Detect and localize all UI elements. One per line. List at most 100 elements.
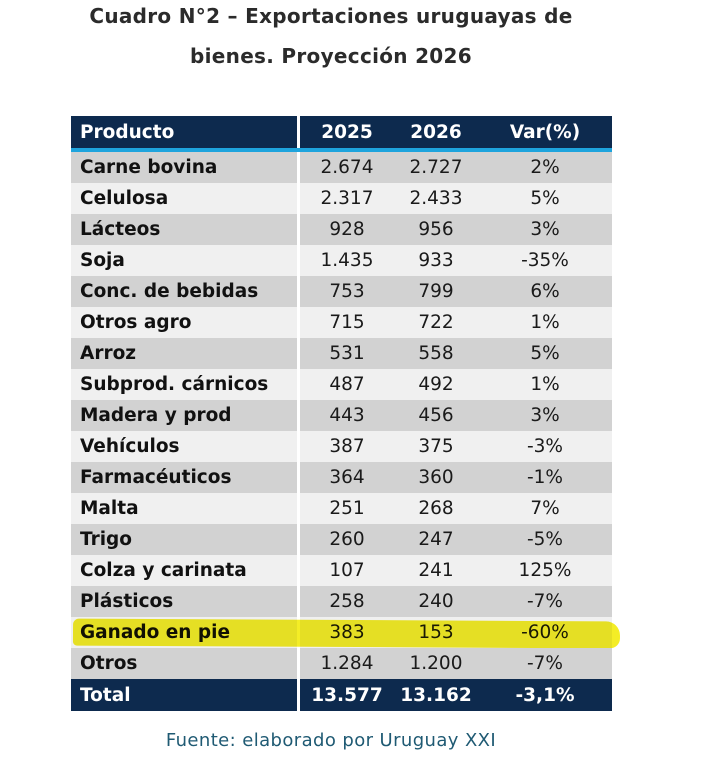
value-2026-cell: 722 — [418, 312, 454, 333]
product-cell: Colza y carinata — [71, 555, 300, 586]
value-2025-cell: 2.317 — [320, 188, 374, 209]
table-row: Celulosa 2.317 2.433 5% — [71, 183, 612, 214]
table-row: Subprod. cárnicos 487 492 1% — [71, 369, 612, 400]
value-2026-cell: 558 — [418, 343, 454, 364]
variation-cell: -5% — [526, 529, 564, 550]
value-2026-cell: 799 — [418, 281, 454, 302]
variation-cell: -7% — [526, 591, 564, 612]
product-cell: Farmacéuticos — [71, 462, 300, 493]
table-row: Carne bovina 2.674 2.727 2% — [71, 152, 612, 183]
value-2026-cell: 247 — [418, 529, 454, 550]
value-2026-cell: 492 — [418, 374, 454, 395]
product-cell: Ganado en pie — [71, 617, 300, 648]
header-2026: 2026 — [410, 121, 462, 143]
value-2025-cell: 251 — [329, 498, 365, 519]
variation-cell: 6% — [530, 281, 560, 302]
header-2025: 2025 — [321, 121, 373, 143]
product-cell: Madera y prod — [71, 400, 300, 431]
value-2025-cell: 260 — [329, 529, 365, 550]
value-2025-cell: 383 — [329, 622, 365, 643]
table-row: Madera y prod 443 456 3% — [71, 400, 612, 431]
value-2025-cell: 2.674 — [320, 157, 374, 178]
product-cell: Vehículos — [71, 431, 300, 462]
product-cell: Malta — [71, 493, 300, 524]
variation-cell: 3% — [530, 219, 560, 240]
table-title-line-1: Cuadro N°2 – Exportaciones uruguayas de — [89, 4, 573, 28]
value-2026-cell: 456 — [418, 405, 454, 426]
value-2026-cell: 933 — [418, 250, 454, 271]
variation-cell: -35% — [521, 250, 569, 271]
table-row: Lácteos 928 956 3% — [71, 214, 612, 245]
total-row: Total 13.577 13.162 -3,1% — [71, 679, 612, 711]
value-2026-cell: 1.200 — [409, 653, 463, 674]
variation-cell: -7% — [526, 653, 564, 674]
total-label: Total — [71, 679, 300, 711]
product-cell: Arroz — [71, 338, 300, 369]
value-2025-cell: 753 — [329, 281, 365, 302]
value-2025-cell: 387 — [329, 436, 365, 457]
variation-cell: 125% — [518, 560, 572, 581]
table-row: Otros 1.284 1.200 -7% — [71, 648, 612, 679]
variation-cell: 5% — [530, 188, 560, 209]
value-2026-cell: 375 — [418, 436, 454, 457]
exports-table: Producto 2025 2026 Var(%) Carne bovina 2.… — [71, 116, 621, 711]
total-2026: 13.162 — [400, 684, 472, 706]
value-2026-cell: 153 — [418, 622, 454, 643]
product-cell: Otros — [71, 648, 300, 679]
variation-cell: 1% — [530, 312, 560, 333]
table-row: Vehículos 387 375 -3% — [71, 431, 612, 462]
value-2026-cell: 2.727 — [409, 157, 463, 178]
value-2025-cell: 1.284 — [320, 653, 374, 674]
table-row: Otros agro 715 722 1% — [71, 307, 612, 338]
table-row: Malta 251 268 7% — [71, 493, 612, 524]
product-cell: Lácteos — [71, 214, 300, 245]
table-row: Soja 1.435 933 -35% — [71, 245, 612, 276]
value-2025-cell: 928 — [329, 219, 365, 240]
variation-cell: -60% — [521, 622, 569, 643]
value-2025-cell: 258 — [329, 591, 365, 612]
table-header: Producto 2025 2026 Var(%) — [71, 116, 612, 152]
table-row: Arroz 531 558 5% — [71, 338, 612, 369]
value-2025-cell: 107 — [329, 560, 365, 581]
variation-cell: 5% — [530, 343, 560, 364]
value-2026-cell: 268 — [418, 498, 454, 519]
table-row: Trigo 260 247 -5% — [71, 524, 612, 555]
value-2026-cell: 360 — [418, 467, 454, 488]
total-2025: 13.577 — [311, 684, 383, 706]
variation-cell: 3% — [530, 405, 560, 426]
value-2025-cell: 715 — [329, 312, 365, 333]
header-var: Var(%) — [509, 121, 581, 143]
variation-cell: 1% — [530, 374, 560, 395]
header-producto: Producto — [71, 116, 300, 148]
variation-cell: -1% — [526, 467, 564, 488]
value-2026-cell: 240 — [418, 591, 454, 612]
table-row: Plásticos 258 240 -7% — [71, 586, 612, 617]
variation-cell: -3% — [526, 436, 564, 457]
product-cell: Carne bovina — [71, 152, 300, 183]
product-cell: Otros agro — [71, 307, 300, 338]
value-2026-cell: 241 — [418, 560, 454, 581]
source-note: Fuente: elaborado por Uruguay XXI — [165, 730, 497, 751]
product-cell: Plásticos — [71, 586, 300, 617]
product-cell: Soja — [71, 245, 300, 276]
table-title-line-2: bienes. Proyección 2026 — [190, 44, 472, 68]
product-cell: Subprod. cárnicos — [71, 369, 300, 400]
product-cell: Celulosa — [71, 183, 300, 214]
variation-cell: 7% — [530, 498, 560, 519]
variation-cell: 2% — [530, 157, 560, 178]
table-row: Farmacéuticos 364 360 -1% — [71, 462, 612, 493]
total-var: -3,1% — [515, 684, 575, 706]
value-2026-cell: 956 — [418, 219, 454, 240]
value-2025-cell: 487 — [329, 374, 365, 395]
table-body: Carne bovina 2.674 2.727 2% Celulosa 2.317 2.4… — [71, 152, 621, 679]
value-2026-cell: 2.433 — [409, 188, 463, 209]
value-2025-cell: 1.435 — [320, 250, 374, 271]
table-row: Conc. de bebidas 753 799 6% — [71, 276, 612, 307]
value-2025-cell: 364 — [329, 467, 365, 488]
product-cell: Conc. de bebidas — [71, 276, 300, 307]
value-2025-cell: 443 — [329, 405, 365, 426]
value-2025-cell: 531 — [329, 343, 365, 364]
table-row: Colza y carinata 107 241 125% — [71, 555, 612, 586]
table-row-highlighted: Ganado en pie 383 153 -60% — [71, 617, 621, 649]
product-cell: Trigo — [71, 524, 300, 555]
